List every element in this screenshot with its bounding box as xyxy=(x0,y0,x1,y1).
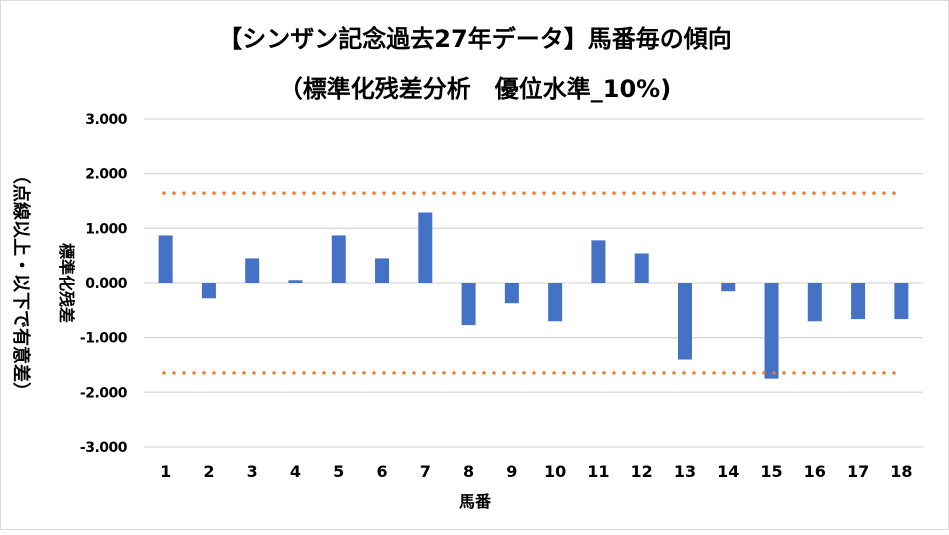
x-tick-label: 16 xyxy=(804,462,826,481)
bar-horse-7 xyxy=(418,212,433,283)
x-tick-label: 2 xyxy=(203,462,214,481)
bar-horse-4 xyxy=(288,280,303,283)
x-tick-label: 10 xyxy=(544,462,566,481)
x-tick-label: 7 xyxy=(420,462,431,481)
y-tick-label: -2.000 xyxy=(80,385,128,401)
bar-horse-11 xyxy=(591,240,606,283)
bar-horse-1 xyxy=(158,235,173,283)
x-tick-label: 3 xyxy=(247,462,258,481)
x-tick-label: 4 xyxy=(290,462,301,481)
y-tick-label: 0.000 xyxy=(85,276,128,292)
bar-horse-5 xyxy=(331,235,346,283)
x-tick-label: 13 xyxy=(674,462,696,481)
chart-subtitle: （標準化残差分析 優位水準_10%) xyxy=(279,75,671,103)
x-tick-label: 5 xyxy=(333,462,344,481)
x-tick-label: 11 xyxy=(587,462,609,481)
x-tick-label: 18 xyxy=(890,462,912,481)
bar-horse-12 xyxy=(634,253,649,283)
y-tick-label: -3.000 xyxy=(80,440,128,456)
bar-horse-18 xyxy=(894,283,909,320)
x-tick-label: 9 xyxy=(506,462,517,481)
bar-horse-6 xyxy=(375,258,390,283)
bar-horse-15 xyxy=(764,283,779,379)
bar-horse-8 xyxy=(461,283,476,326)
bar-horse-14 xyxy=(721,283,736,292)
x-axis-label: 馬番 xyxy=(459,492,492,511)
x-tick-label: 14 xyxy=(717,462,739,481)
bar-horse-16 xyxy=(807,283,822,322)
y-axis-label-note: （点線以上・以下で有意差） xyxy=(10,166,32,400)
x-tick-label: 1 xyxy=(160,462,171,481)
bar-horse-10 xyxy=(548,283,563,322)
x-tick-label: 6 xyxy=(376,462,387,481)
y-tick-label: 2.000 xyxy=(85,167,128,183)
y-tick-label: -1.000 xyxy=(80,331,128,347)
y-tick-label: 1.000 xyxy=(85,221,128,237)
bar-horse-9 xyxy=(504,283,519,304)
x-tick-label: 8 xyxy=(463,462,474,481)
y-tick-label: 3.000 xyxy=(85,112,128,128)
bar-horse-3 xyxy=(245,258,260,283)
x-tick-label: 12 xyxy=(631,462,653,481)
chart-title: 【シンザン記念過去27年データ】馬番毎の傾向 xyxy=(218,25,731,53)
y-axis-label: 標準化残差 xyxy=(57,243,76,323)
x-tick-label: 17 xyxy=(847,462,869,481)
bar-horse-17 xyxy=(851,283,866,320)
x-tick-label: 15 xyxy=(760,462,782,481)
bar-horse-2 xyxy=(201,283,216,299)
bar-horse-13 xyxy=(677,283,692,360)
